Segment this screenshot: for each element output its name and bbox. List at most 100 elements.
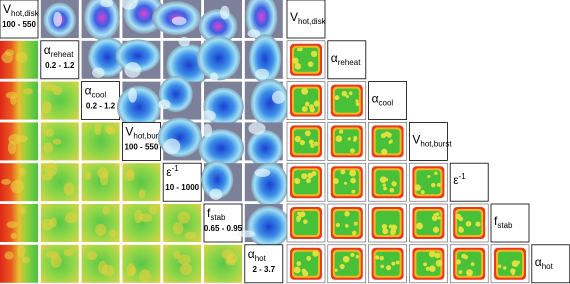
label-superscript: -1 [172, 164, 180, 173]
panel-dot [309, 104, 315, 110]
panel-dot [294, 177, 299, 183]
label-name: αhot [248, 247, 267, 263]
panel-spot [84, 171, 92, 180]
panel-dot [385, 265, 392, 271]
panel-dot [301, 173, 308, 180]
panel-dot [355, 99, 359, 103]
panel-dot [433, 213, 437, 217]
label-box: αreheat [327, 40, 367, 80]
label-symbol: α [331, 51, 338, 65]
panel-dot [380, 133, 386, 139]
panel-spot [43, 142, 54, 153]
panel-spot [22, 88, 33, 95]
scatter-panel [449, 244, 489, 284]
label-frame [327, 40, 367, 80]
panel-dot [383, 186, 387, 191]
label-box: ε-1 10 - 1000 [162, 162, 202, 202]
panel-dot [437, 216, 441, 220]
panel-highlight [171, 16, 187, 26]
label-symbol: ε [166, 165, 172, 179]
label-name: fstab [494, 214, 513, 230]
label-frame [286, 0, 326, 39]
label-name: αreheat [44, 43, 74, 59]
density-panel [158, 75, 202, 120]
label-subscript: stab [497, 221, 513, 230]
panel-dot [334, 268, 338, 272]
label-name: ε-1 [166, 164, 179, 179]
panel-dot [458, 270, 463, 274]
panel-dot [297, 47, 301, 52]
panel-blob [251, 162, 289, 208]
panel-dot [344, 211, 349, 216]
panel-spot [102, 264, 115, 277]
panel-spot [177, 211, 191, 224]
panel-dot [340, 169, 346, 175]
panel-highlight [128, 87, 137, 103]
density-panel [0, 204, 38, 242]
scatter-panel [449, 203, 489, 243]
density-panel [81, 122, 120, 161]
panel-dot [502, 266, 507, 270]
panel-blob [198, 129, 245, 168]
panel-dot [292, 57, 299, 64]
panel-spot [5, 91, 19, 99]
panel-core [334, 211, 359, 235]
panel-spot [15, 51, 28, 63]
panel-core [375, 170, 400, 195]
label-name: ε-1 [453, 172, 466, 187]
panel-dot [310, 50, 318, 58]
scatter-panel [368, 122, 407, 161]
panel-dot [355, 254, 359, 259]
panel-blob [88, 37, 127, 78]
panel-spot [42, 101, 52, 114]
scatter-panel [286, 122, 326, 161]
density-panel [0, 40, 38, 79]
panel-dot [431, 182, 436, 188]
panel-dot [434, 171, 438, 176]
panel-dot [434, 252, 441, 259]
panel-dot [384, 177, 389, 182]
density-panel [200, 160, 242, 202]
panel-highlight [158, 99, 171, 110]
density-panel [244, 122, 283, 168]
label-frame [40, 40, 80, 80]
panel-dot [349, 169, 357, 177]
panel-highlight [120, 0, 138, 10]
label-subscript: hot,disk [298, 17, 327, 26]
label-frame [244, 244, 284, 284]
density-panel [122, 204, 161, 242]
panel-highlight [209, 188, 223, 200]
label-name: fstab [207, 206, 226, 222]
density-panel [116, 81, 161, 129]
label-frame [408, 122, 448, 161]
panel-highlight [124, 62, 141, 78]
panel-dot [516, 260, 520, 264]
scatter-panel [327, 81, 367, 120]
panel-dot [423, 262, 428, 267]
panel-dot [350, 177, 356, 184]
label-subscript: hot [255, 254, 267, 263]
label-box: Vhot,burst 100 - 550 [122, 122, 165, 161]
scatter-panel [409, 162, 448, 202]
label-symbol: α [535, 255, 542, 269]
label-name: αcool [372, 92, 394, 108]
label-name: Vhot,burst [125, 124, 165, 140]
label-symbol: ε [453, 173, 459, 187]
label-box: αcool 0.2 - 1.2 [81, 81, 120, 120]
density-panel [81, 37, 127, 79]
label-symbol: f [494, 214, 498, 228]
label-range: 0.65 - 0.95 [204, 224, 243, 233]
panel-dot [345, 94, 349, 99]
panel-dot [435, 259, 443, 267]
panel-spot [138, 189, 146, 199]
scatter-panel [409, 203, 448, 243]
label-subscript: hot [542, 262, 554, 271]
label-range: 0.2 - 1.2 [45, 61, 75, 70]
label-symbol: f [207, 206, 211, 220]
panel-spot [130, 266, 137, 275]
panel-dot [427, 174, 431, 178]
density-panel [40, 81, 79, 120]
panel-dot [332, 178, 339, 185]
label-box: αhot [531, 244, 570, 284]
